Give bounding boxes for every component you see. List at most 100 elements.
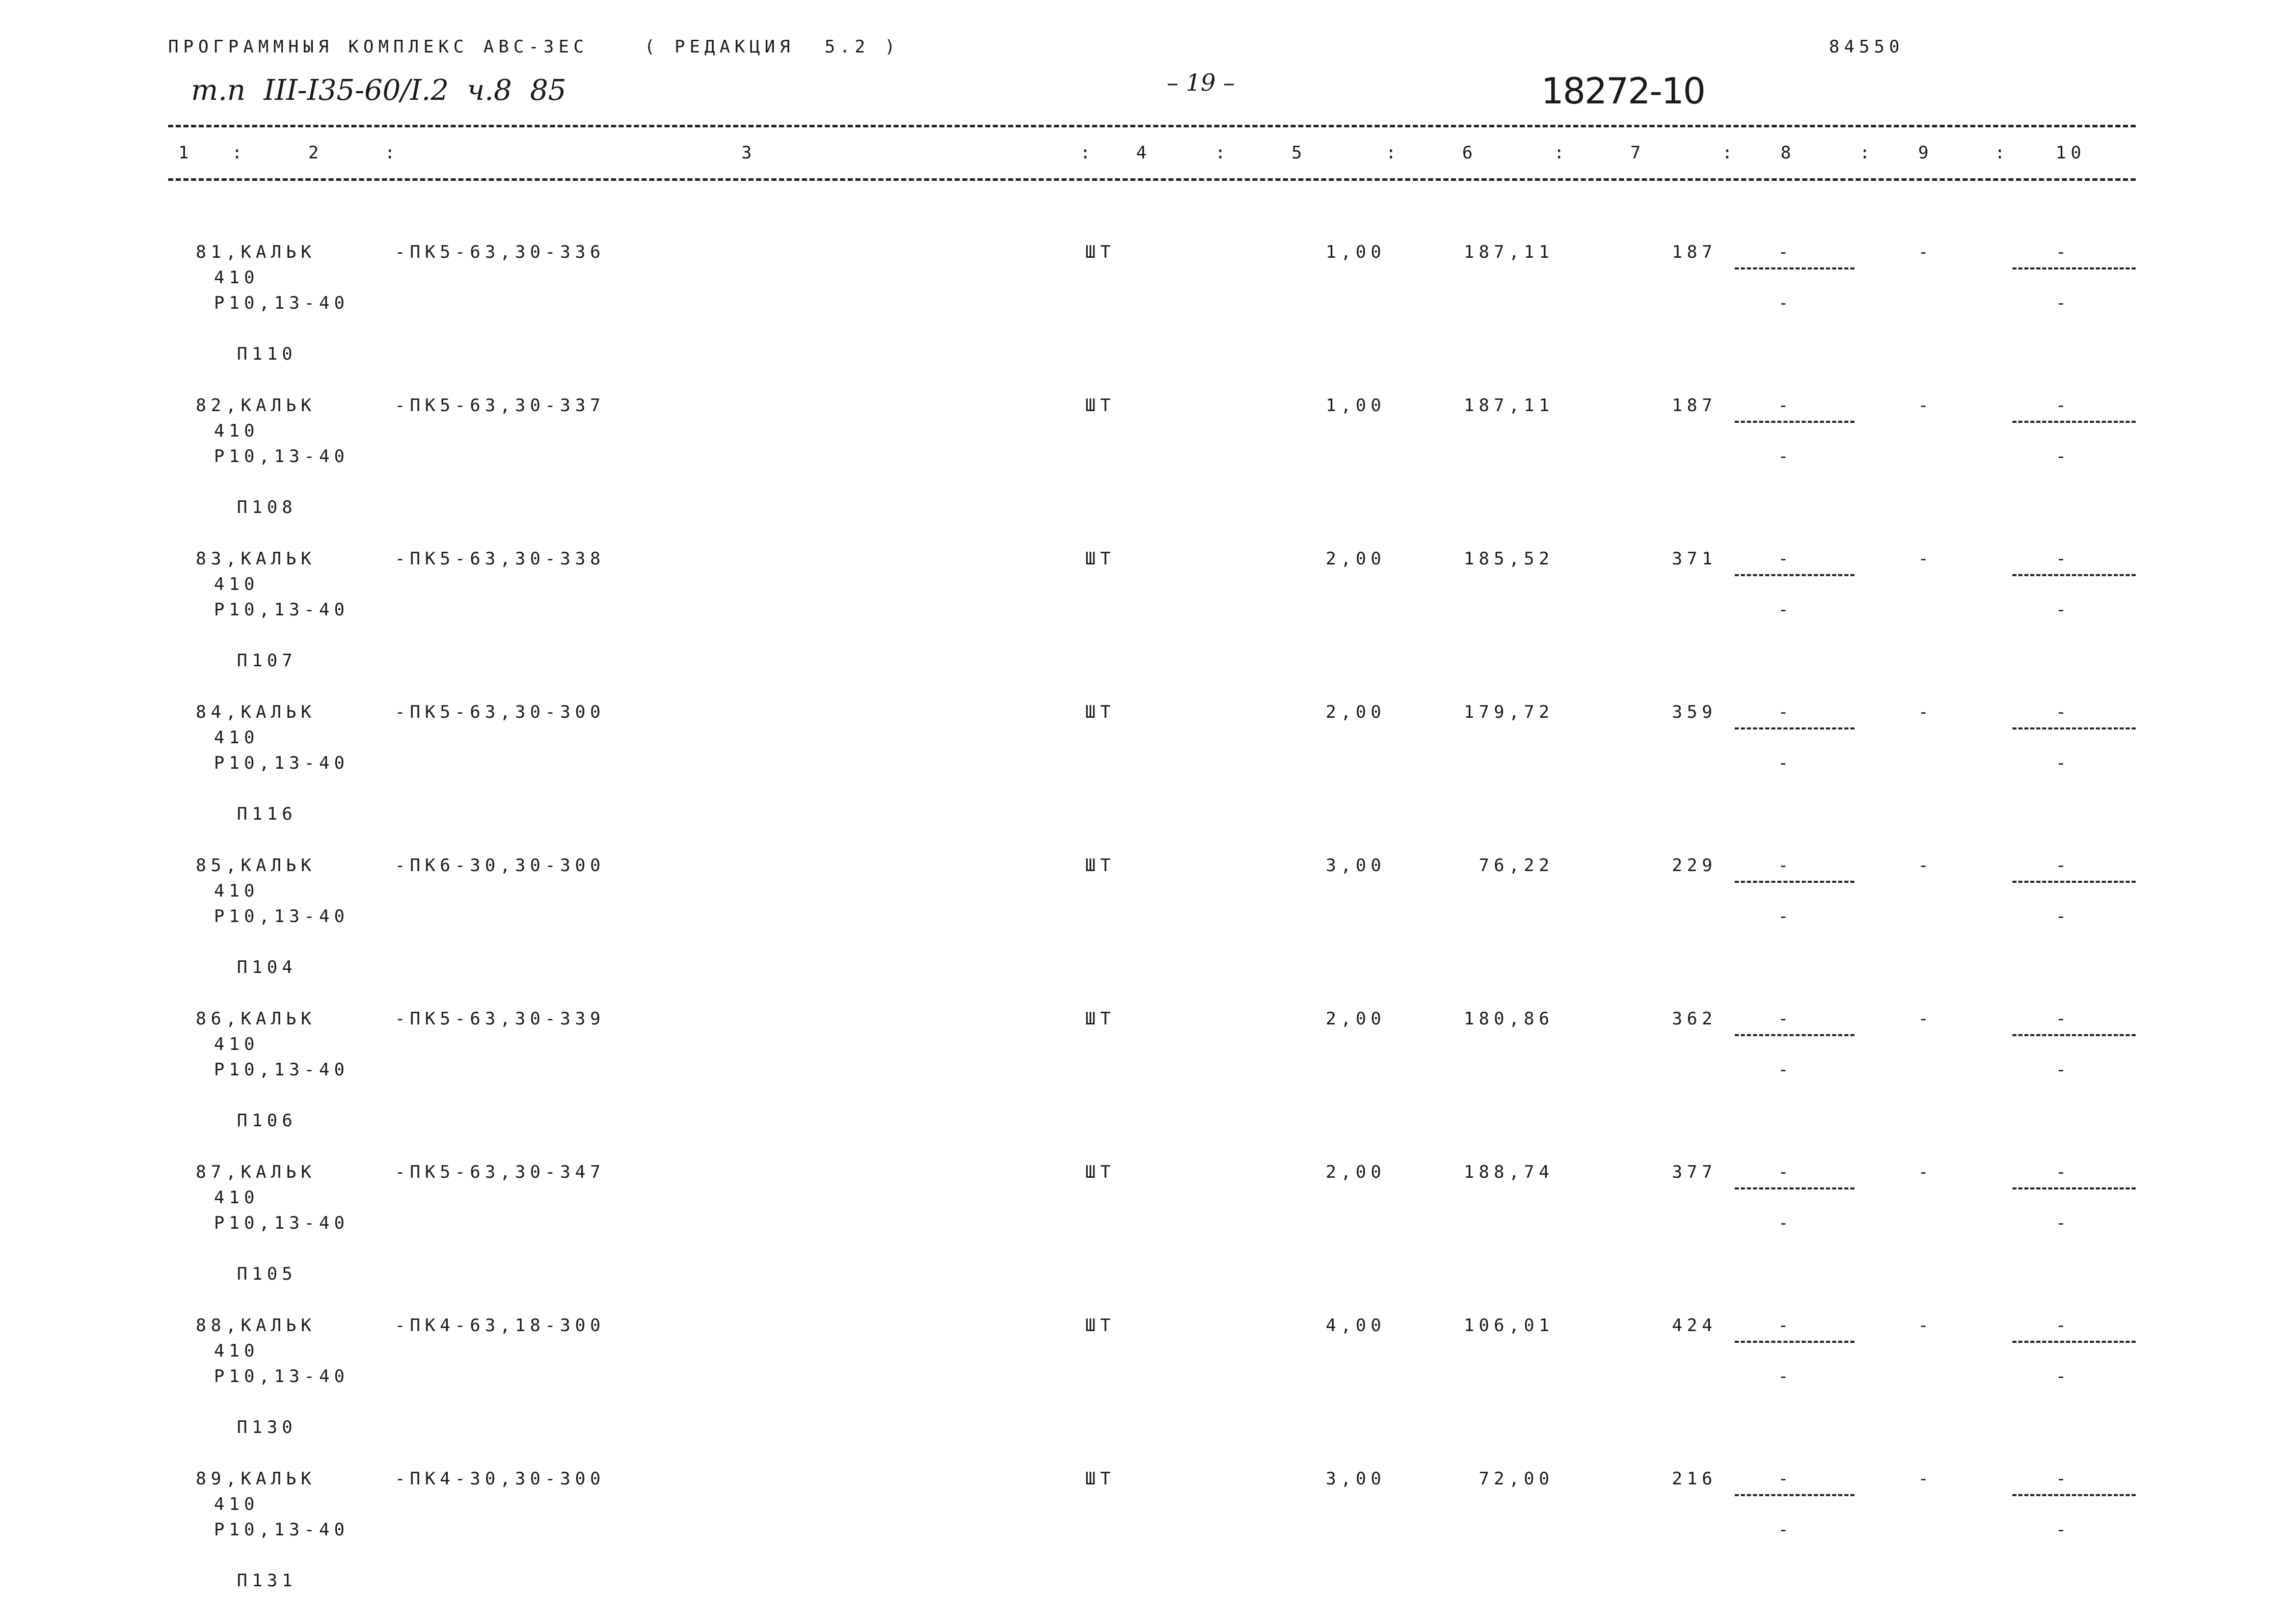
row-col9-dash: -: [1918, 855, 1933, 876]
row-col8-dash: -: [1778, 1520, 1793, 1540]
row-number: 82,КАЛЬК: [196, 395, 316, 416]
row-col8-dash: -: [1778, 1162, 1793, 1182]
row-total: 187: [1672, 242, 1717, 262]
subtotal-rule: [1735, 1187, 1854, 1189]
subtotal-rule: [1735, 1034, 1854, 1036]
row-col9-dash: -: [1918, 1009, 1933, 1029]
row-quantity: 4,00: [1326, 1315, 1386, 1336]
row-col8-dash: -: [1778, 855, 1793, 876]
subtotal-rule: [2012, 421, 2136, 423]
row-col10-dash: -: [2056, 855, 2071, 876]
row-total: 362: [1672, 1009, 1717, 1029]
row-col8-dash: -: [1778, 549, 1793, 569]
row-col10-dash: -: [2056, 549, 2071, 569]
program-title: ПРОГРАММНЫЯ КОМПЛЕКС АВС-3ЕС: [168, 37, 589, 57]
row-col8-dash: -: [1778, 1009, 1793, 1029]
row-code: -ПК5-63,30-338: [395, 549, 605, 569]
row-price: 72,00: [1478, 1469, 1554, 1489]
col-sep: :: [1215, 143, 1230, 163]
row-number: 81,КАЛЬК: [196, 242, 316, 262]
row-code: -ПК5-63,30-339: [395, 1009, 605, 1029]
row-price: 185,52: [1464, 549, 1554, 569]
col-sep: :: [385, 143, 400, 163]
col-7: 7: [1630, 143, 1646, 163]
row-col9-dash: -: [1918, 242, 1933, 262]
col-sep: :: [232, 143, 247, 163]
col-9: 9: [1918, 143, 1933, 163]
row-col8-dash: -: [1778, 1366, 1793, 1387]
row-col10-dash: -: [2056, 1315, 2071, 1336]
row-number: 85,КАЛЬК: [196, 855, 316, 876]
row-quantity: 2,00: [1326, 1162, 1386, 1182]
row-code: -ПК6-30,30-300: [395, 855, 605, 876]
row-col10-dash: -: [2056, 1060, 2071, 1080]
subtotal-rule: [1735, 727, 1854, 729]
row-number: 83,КАЛЬК: [196, 549, 316, 569]
row-position: П131: [237, 1571, 297, 1591]
row-total: 187: [1672, 395, 1717, 416]
row-col10-dash: -: [2056, 702, 2071, 722]
row-sub-range: Р10,13-40: [214, 1060, 349, 1080]
row-unit: ШТ: [1085, 702, 1115, 722]
row-sub-code: 410: [214, 1341, 259, 1361]
row-col8-dash: -: [1778, 1213, 1793, 1233]
row-col8-dash: -: [1778, 600, 1793, 620]
col-5: 5: [1292, 143, 1307, 163]
row-code: -ПК5-63,30-337: [395, 395, 605, 416]
row-col10-dash: -: [2056, 1009, 2071, 1029]
row-sub-code: 410: [214, 421, 259, 441]
row-col10-dash: -: [2056, 906, 2071, 927]
subtotal-rule: [2012, 1034, 2136, 1036]
header-bottom-rule: [168, 178, 2136, 181]
row-sub-code: 410: [214, 1187, 259, 1208]
row-price: 180,86: [1464, 1009, 1554, 1029]
row-position: П106: [237, 1111, 297, 1131]
row-col8-dash: -: [1778, 242, 1793, 262]
row-unit: ШТ: [1085, 549, 1115, 569]
row-unit: ШТ: [1085, 855, 1115, 876]
col-sep: :: [1995, 143, 2010, 163]
subtotal-rule: [1735, 881, 1854, 883]
row-total: 377: [1672, 1162, 1717, 1182]
row-col8-dash: -: [1778, 293, 1793, 313]
row-sub-range: Р10,13-40: [214, 446, 349, 467]
subtotal-rule: [2012, 1187, 2136, 1189]
row-sub-range: Р10,13-40: [214, 753, 349, 773]
subtotal-rule: [1735, 574, 1854, 576]
row-position: П105: [237, 1264, 297, 1284]
row-sub-range: Р10,13-40: [214, 1366, 349, 1387]
row-sub-range: Р10,13-40: [214, 1213, 349, 1233]
row-col8-dash: -: [1778, 1060, 1793, 1080]
row-quantity: 3,00: [1326, 1469, 1386, 1489]
row-total: 371: [1672, 549, 1717, 569]
row-col9-dash: -: [1918, 1315, 1933, 1336]
row-unit: ШТ: [1085, 1469, 1115, 1489]
row-col8-dash: -: [1778, 906, 1793, 927]
row-number: 86,КАЛЬК: [196, 1009, 316, 1029]
row-col10-dash: -: [2056, 242, 2071, 262]
row-unit: ШТ: [1085, 1009, 1115, 1029]
col-sep: :: [1554, 143, 1569, 163]
subtotal-rule: [1735, 1494, 1854, 1496]
col-3: 3: [741, 143, 757, 163]
row-col9-dash: -: [1918, 1162, 1933, 1182]
col-10: 10: [2056, 143, 2086, 163]
row-quantity: 1,00: [1326, 395, 1386, 416]
row-col10-dash: -: [2056, 1213, 2071, 1233]
row-price: 187,11: [1464, 242, 1554, 262]
row-price: 179,72: [1464, 702, 1554, 722]
row-col10-dash: -: [2056, 1520, 2071, 1540]
row-quantity: 2,00: [1326, 702, 1386, 722]
row-total: 359: [1672, 702, 1717, 722]
subtotal-rule: [1735, 421, 1854, 423]
row-unit: ШТ: [1085, 1162, 1115, 1182]
row-total: 424: [1672, 1315, 1717, 1336]
row-col8-dash: -: [1778, 753, 1793, 773]
row-position: П130: [237, 1417, 297, 1438]
row-quantity: 1,00: [1326, 242, 1386, 262]
row-col10-dash: -: [2056, 1366, 2071, 1387]
subtotal-rule: [2012, 1494, 2136, 1496]
col-sep: :: [1080, 143, 1095, 163]
col-1: 1: [178, 143, 194, 163]
row-col8-dash: -: [1778, 395, 1793, 416]
